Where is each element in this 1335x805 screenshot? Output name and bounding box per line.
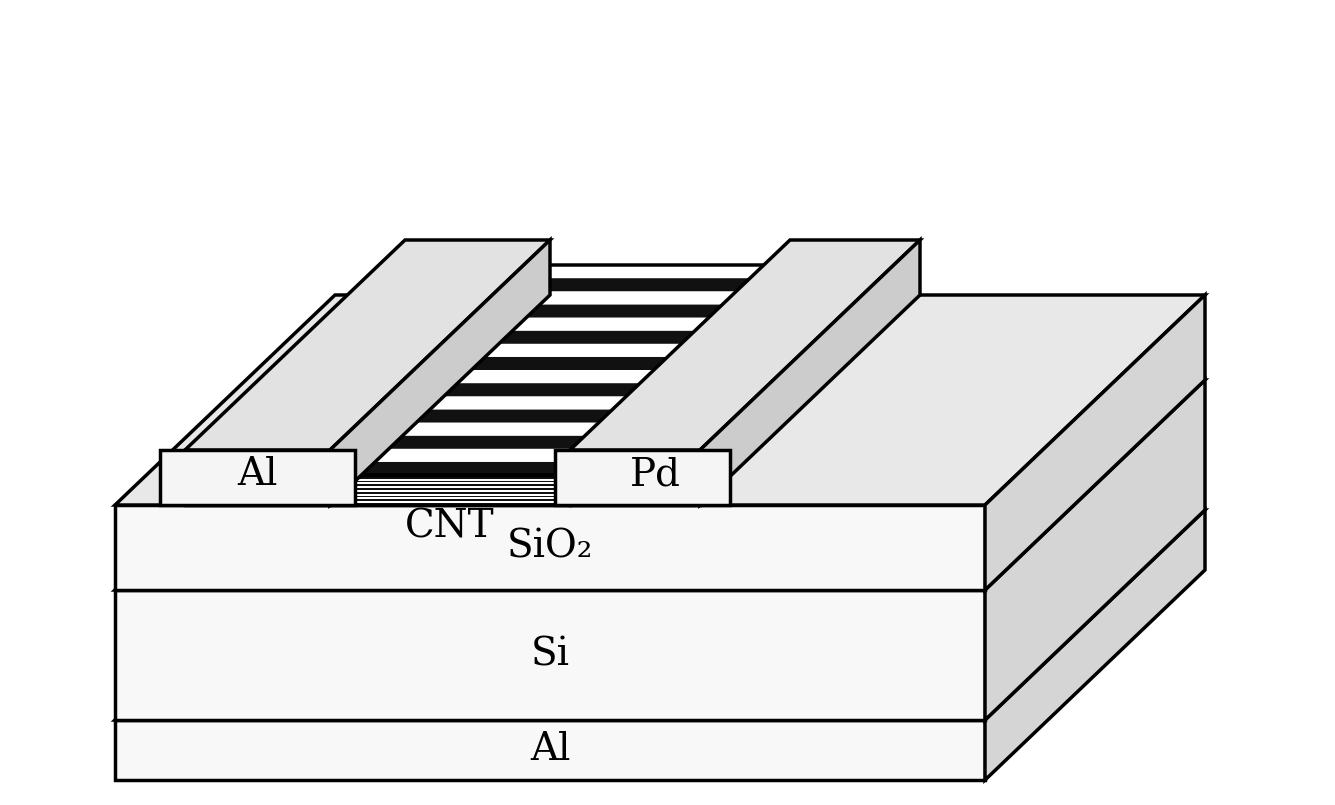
Polygon shape [115, 505, 985, 590]
Polygon shape [467, 331, 721, 344]
Polygon shape [985, 510, 1206, 780]
Polygon shape [330, 481, 570, 482]
Polygon shape [330, 475, 570, 477]
Polygon shape [509, 291, 762, 304]
Polygon shape [330, 499, 570, 502]
Polygon shape [522, 278, 776, 291]
Polygon shape [330, 486, 570, 488]
Text: Si: Si [530, 637, 570, 674]
Polygon shape [481, 317, 736, 331]
Polygon shape [160, 450, 355, 505]
Polygon shape [384, 410, 638, 423]
Polygon shape [570, 240, 920, 450]
Text: CNT: CNT [406, 509, 495, 546]
Polygon shape [115, 510, 1206, 720]
Polygon shape [537, 265, 790, 278]
Polygon shape [330, 462, 583, 475]
Polygon shape [413, 383, 666, 396]
Polygon shape [985, 295, 1206, 590]
Polygon shape [570, 450, 700, 505]
Polygon shape [115, 720, 985, 780]
Polygon shape [186, 240, 550, 450]
Polygon shape [330, 493, 570, 496]
Polygon shape [330, 503, 570, 505]
Polygon shape [330, 492, 570, 493]
Polygon shape [330, 482, 570, 485]
Polygon shape [555, 450, 730, 505]
Polygon shape [330, 477, 570, 479]
Polygon shape [985, 380, 1206, 720]
Polygon shape [330, 502, 570, 503]
Polygon shape [330, 485, 570, 486]
Polygon shape [454, 344, 708, 357]
Polygon shape [371, 423, 625, 436]
Polygon shape [330, 496, 570, 497]
Polygon shape [330, 479, 570, 481]
Text: SiO₂: SiO₂ [507, 529, 593, 566]
Polygon shape [343, 448, 598, 462]
Polygon shape [330, 490, 570, 492]
Polygon shape [115, 295, 1206, 505]
Polygon shape [495, 304, 749, 317]
Polygon shape [700, 240, 920, 505]
Polygon shape [330, 497, 570, 499]
Polygon shape [426, 370, 680, 383]
Polygon shape [358, 436, 611, 448]
Polygon shape [399, 396, 653, 410]
Text: Al: Al [530, 732, 570, 769]
Polygon shape [441, 357, 694, 370]
Polygon shape [330, 240, 550, 505]
Polygon shape [330, 488, 570, 490]
Text: Pd: Pd [630, 456, 681, 493]
Text: Al: Al [238, 456, 278, 493]
Polygon shape [186, 450, 330, 505]
Polygon shape [115, 380, 1206, 590]
Polygon shape [115, 590, 985, 720]
